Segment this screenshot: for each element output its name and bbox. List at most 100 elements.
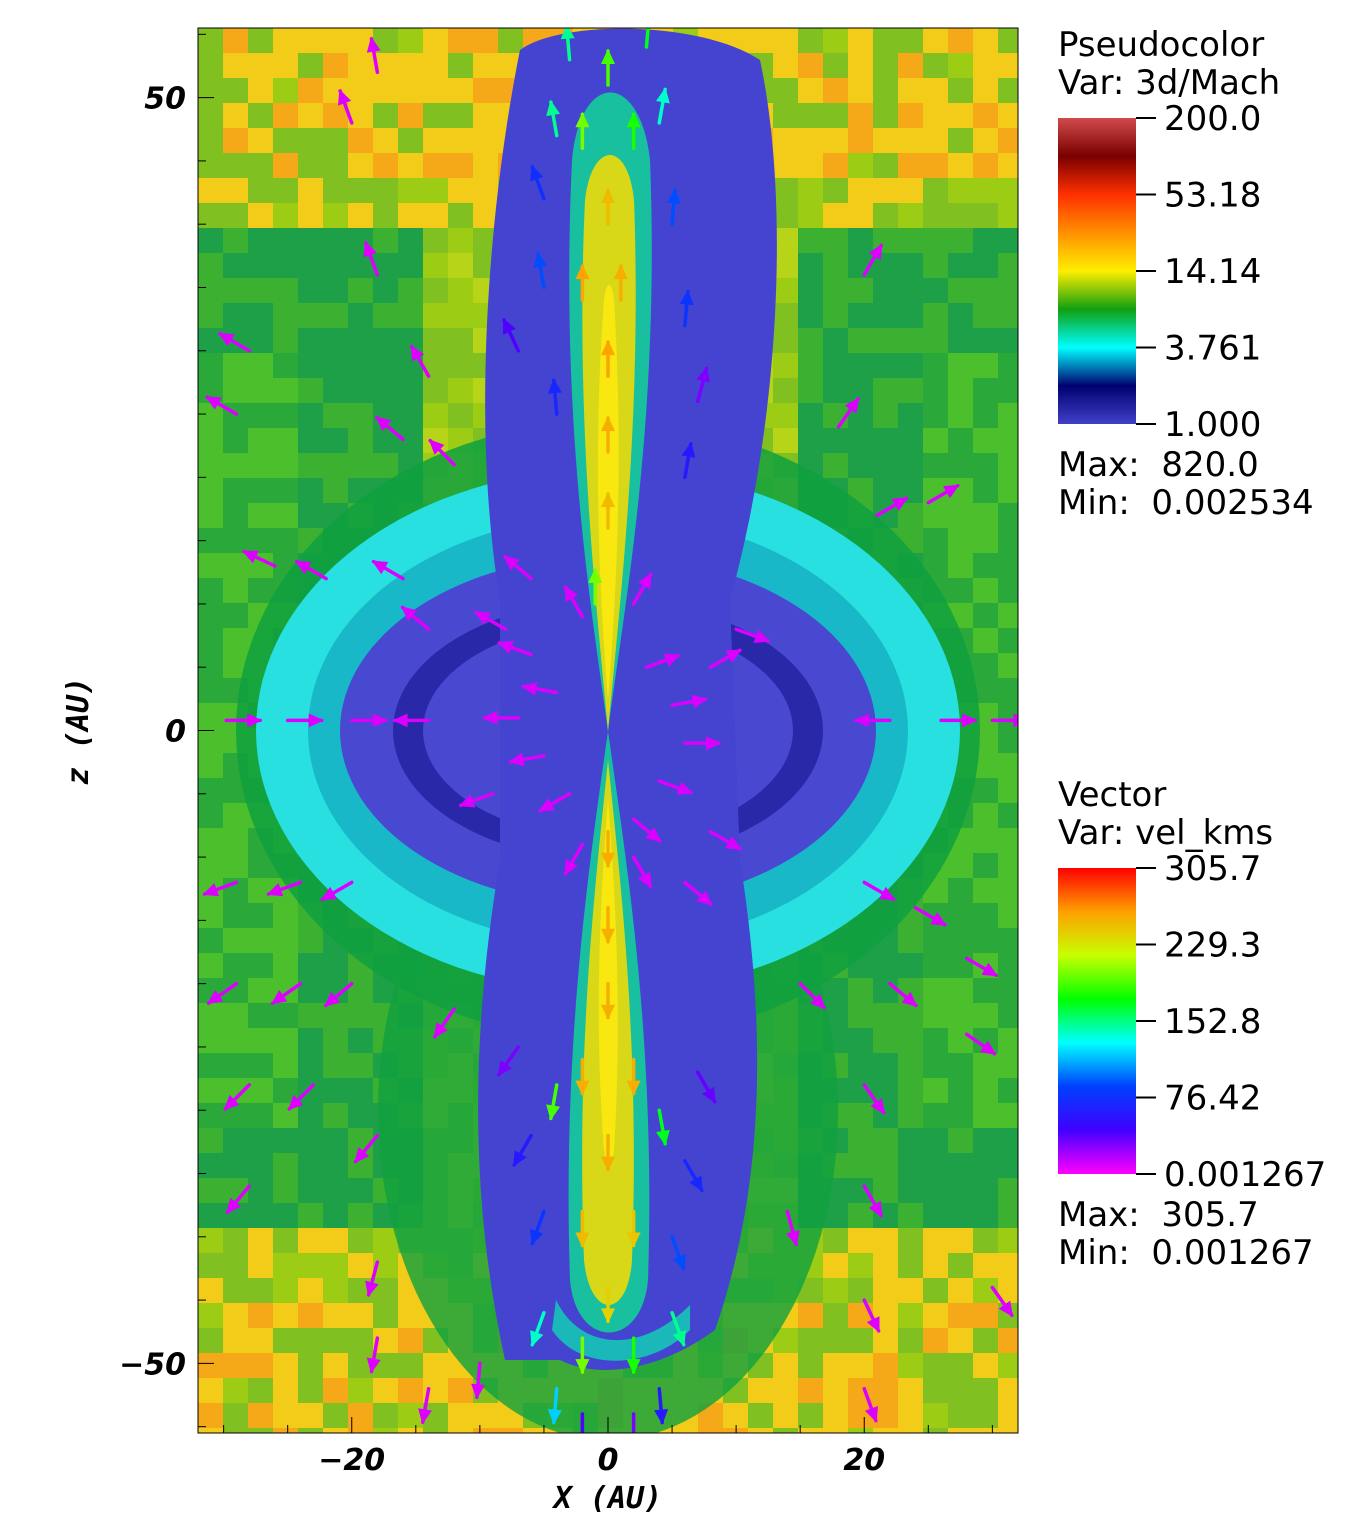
background-cell — [773, 278, 799, 304]
vector-colorbar-tick-label: 152.8 — [1164, 1002, 1261, 1042]
velocity-arrow — [670, 694, 708, 709]
velocity-arrow-head — [371, 560, 389, 575]
background-cell — [323, 403, 349, 429]
background-cell — [998, 453, 1018, 479]
background-cell — [823, 453, 849, 479]
background-cell — [848, 1153, 874, 1179]
background-cell — [973, 1078, 999, 1104]
background-cell — [973, 1328, 999, 1354]
background-cell — [248, 1428, 274, 1433]
background-cell — [323, 1253, 349, 1279]
background-cell — [948, 1353, 974, 1379]
background-cell — [248, 1003, 274, 1029]
background-cell — [973, 28, 999, 54]
background-cell — [823, 1353, 849, 1379]
velocity-arrow-head — [547, 1409, 562, 1425]
background-cell — [223, 1228, 249, 1254]
background-cell — [973, 1353, 999, 1379]
background-cell — [373, 203, 399, 229]
background-cell — [873, 953, 899, 979]
background-cell — [823, 1278, 849, 1304]
background-cell — [298, 378, 324, 404]
velocity-arrow — [497, 640, 533, 657]
background-cell — [198, 1403, 224, 1429]
background-cell — [198, 253, 224, 279]
background-cell — [823, 1403, 849, 1429]
velocity-arrow — [580, 1412, 585, 1433]
background-cell — [948, 1003, 974, 1029]
background-cell — [248, 278, 274, 304]
background-cell — [223, 1328, 249, 1354]
background-cell — [323, 1303, 349, 1329]
background-cell — [323, 1028, 349, 1054]
background-cell — [898, 428, 924, 454]
background-cell — [248, 1378, 274, 1404]
velocity-arrow-head — [878, 886, 896, 901]
background-cell — [448, 328, 474, 354]
background-cell — [973, 228, 999, 254]
pseudocolor-colorbar-tick-label: 1.000 — [1164, 405, 1261, 445]
background-cell — [298, 1378, 324, 1404]
background-cell — [898, 1153, 924, 1179]
velocity-arrow-head — [601, 340, 615, 356]
background-cell — [248, 53, 274, 79]
velocity-arrow — [681, 441, 696, 480]
background-cell — [248, 1128, 274, 1154]
background-cell — [398, 1403, 424, 1429]
background-cell — [948, 978, 974, 1004]
background-cell — [323, 428, 349, 454]
velocity-arrow-head — [218, 332, 235, 347]
background-cell — [848, 428, 874, 454]
velocity-arrow-head — [266, 883, 284, 897]
velocity-arrow-head — [930, 912, 947, 926]
background-cell — [998, 1078, 1018, 1104]
background-cell — [248, 1278, 274, 1304]
velocity-arrow-head — [365, 1280, 379, 1297]
background-cell — [373, 378, 399, 404]
velocity-arrow-head — [979, 1040, 997, 1055]
background-cell — [873, 1228, 899, 1254]
pseudocolor-colorbar-tick-label: 53.18 — [1164, 176, 1261, 216]
velocity-arrow-head — [725, 649, 742, 663]
background-cell — [298, 178, 324, 204]
background-cell — [923, 1278, 949, 1304]
vector-colorbar-tick-label: 229.3 — [1164, 926, 1261, 966]
background-cell — [223, 103, 249, 129]
background-cell — [323, 153, 349, 179]
velocity-arrow-head — [654, 1409, 669, 1425]
background-cell — [248, 378, 274, 404]
velocity-arrow — [888, 981, 918, 1008]
velocity-arrow — [862, 1184, 883, 1218]
background-cell — [873, 1003, 899, 1029]
background-cell — [698, 1428, 724, 1433]
background-cell — [248, 253, 274, 279]
velocity-arrow-head — [363, 241, 377, 258]
background-cell — [798, 403, 824, 429]
x-tick-label: 0 — [598, 1443, 619, 1478]
background-cell — [748, 1428, 774, 1433]
velocity-arrow-head — [998, 1300, 1013, 1317]
background-cell — [248, 28, 274, 54]
background-cell — [948, 28, 974, 54]
background-cell — [923, 1353, 949, 1379]
background-cell — [948, 328, 974, 354]
velocity-arrow — [270, 981, 303, 1005]
background-cell — [248, 1203, 274, 1229]
background-cell — [298, 1003, 324, 1029]
background-cell — [923, 103, 949, 129]
velocity-arrow — [601, 905, 615, 944]
background-cell — [348, 353, 374, 379]
background-cell — [398, 1428, 424, 1433]
velocity-arrow — [862, 1083, 886, 1115]
background-cell — [298, 1228, 324, 1254]
background-cell — [948, 578, 974, 604]
velocity-arrow-head — [575, 1080, 590, 1096]
velocity-arrow — [353, 1133, 380, 1164]
background-cell — [273, 78, 299, 104]
background-cell — [298, 1328, 324, 1354]
background-cell — [323, 453, 349, 479]
background-cell — [973, 1178, 999, 1204]
background-cell — [198, 1028, 224, 1054]
background-cell — [398, 128, 424, 154]
